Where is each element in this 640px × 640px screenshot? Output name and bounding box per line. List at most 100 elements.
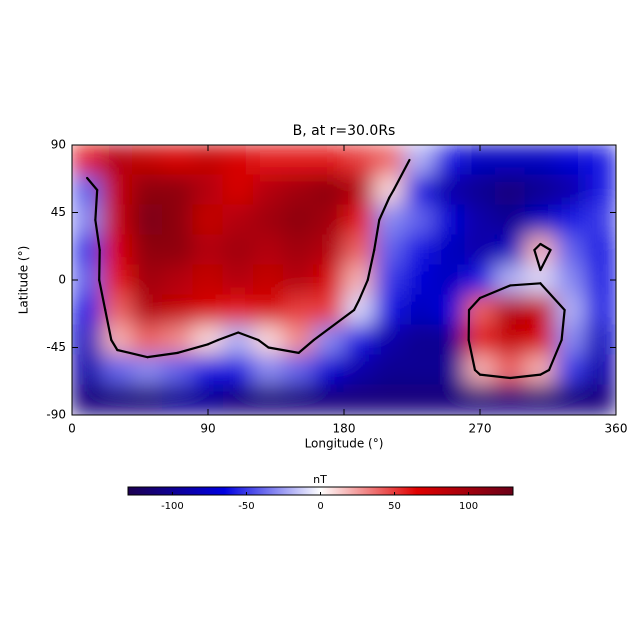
heat-cell [192,294,224,326]
zero-contour [104,308,113,342]
heat-cell [222,204,254,236]
zero-contour [267,346,300,354]
colorbar-tick-label: -100 [161,501,184,512]
heat-cell [434,234,466,266]
heat-cell [403,234,436,266]
x-tick-label: 360 [605,422,628,436]
heat-cell [373,264,405,296]
heat-cell [585,234,616,266]
heat-cell [373,234,405,266]
heat-cell [313,204,345,236]
heat-cell [222,145,254,176]
heat-cell [464,204,496,236]
heat-cell [131,294,164,326]
heat-cell [434,174,466,206]
heat-cell [72,324,103,356]
heat-cell [343,354,375,386]
heat-cell [72,294,103,326]
heat-cell [524,294,557,326]
heat-cell [555,204,587,236]
zero-contour [509,282,542,287]
heat-cell [585,204,616,236]
zero-contour [98,248,101,282]
heat-cell [101,264,133,296]
heat-cell [585,145,616,176]
heat-cell [524,145,557,176]
heat-cell [162,145,194,176]
zero-contour [533,242,542,252]
heat-cell [283,264,315,296]
heat-cell [403,384,436,415]
heat-cell [494,234,526,266]
heat-cell [343,174,375,206]
heat-cell [555,324,587,356]
zero-contour [560,308,566,342]
heat-cell [101,234,133,266]
heat-cell [72,384,103,415]
heat-cell [464,174,496,206]
colorbar-tick-label: 50 [388,501,401,512]
colorbar-tick-label: 100 [459,501,478,512]
zero-contour [327,308,356,330]
zero-contour [509,373,542,380]
heat-cell [252,234,285,266]
heat-cell [131,204,164,236]
heat-cell [403,354,436,386]
heat-cell [585,294,616,326]
zero-contour [206,338,220,346]
heat-cell [313,264,345,296]
colorbar-label: nT [313,473,327,486]
heat-cell [524,384,557,415]
heat-cell [222,354,254,386]
zero-contour [352,298,361,312]
heat-cell [434,324,466,356]
zero-contour [539,248,552,272]
heat-cell [403,174,436,206]
x-axis-label: Longitude (°) [305,437,384,451]
heat-cell [283,174,315,206]
heat-cell [222,264,254,296]
zero-contour [392,158,411,192]
heat-cell [373,354,405,386]
heat-cell [434,354,466,386]
heat-cell [162,294,194,326]
heat-cell [131,354,164,386]
heat-cell [192,204,224,236]
heat-cell [222,294,254,326]
zero-contour [539,368,551,376]
heat-cell [524,174,557,206]
heatmap [72,145,616,415]
heat-cell [585,354,616,386]
zero-contour [366,248,376,282]
heat-cell [555,145,587,176]
zero-contour [547,338,563,372]
y-tick-label: 45 [51,205,66,219]
heat-cell [252,174,285,206]
heat-cell [343,324,375,356]
heat-cell [252,264,285,296]
heat-cell [434,264,466,296]
heat-cell [373,324,405,356]
heat-cell [72,354,103,386]
zero-contour [176,343,210,354]
y-tick-label: 90 [51,138,66,152]
heat-cell [222,234,254,266]
x-tick-label: 90 [200,422,215,436]
heat-cell [313,384,345,415]
heat-cell [222,174,254,206]
heat-cell [464,234,496,266]
heat-cell [162,174,194,206]
zero-contour [373,218,381,252]
zero-contour [539,242,552,252]
heat-cell [192,174,224,206]
zero-contour [257,338,270,349]
heat-cell [524,204,557,236]
zero-contour [237,331,260,342]
heat-cell [283,234,315,266]
heat-cell [283,145,315,176]
heat-cell [252,145,285,176]
heat-cell [101,354,133,386]
zero-contour [94,218,101,252]
heat-cell [131,324,164,356]
